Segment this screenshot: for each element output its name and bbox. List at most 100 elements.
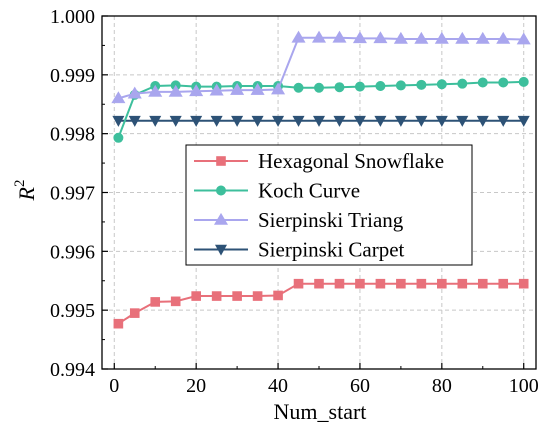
data-point xyxy=(456,115,469,127)
series-hexagonal-snowflake xyxy=(113,278,529,329)
y-tick-label: 1.000 xyxy=(50,6,95,28)
data-point xyxy=(252,291,263,301)
data-point xyxy=(477,77,488,88)
data-point xyxy=(150,297,161,307)
legend: Hexagonal Snowflake Koch Curve Sierpinski … xyxy=(185,144,473,266)
data-point xyxy=(190,115,203,127)
y-axis-title: R2 xyxy=(12,180,39,202)
data-point xyxy=(314,278,324,289)
x-axis-title: Num_start xyxy=(274,399,367,424)
data-point xyxy=(128,115,141,127)
data-point xyxy=(191,291,201,301)
data-point xyxy=(518,278,529,289)
data-point xyxy=(293,278,304,289)
data-point xyxy=(313,82,324,93)
data-point xyxy=(272,115,285,127)
data-point xyxy=(436,79,447,90)
series-sierpinski-triang xyxy=(111,30,531,104)
data-point xyxy=(311,30,327,43)
x-tick-label: 0 xyxy=(109,375,119,397)
data-point xyxy=(434,31,449,44)
legend-label: Hexagonal Snowflake xyxy=(258,149,444,173)
data-point xyxy=(496,31,511,44)
legend-label: Sierpinski Triang xyxy=(258,208,404,232)
x-tick-label: 20 xyxy=(186,375,206,397)
data-point xyxy=(353,115,366,127)
data-point xyxy=(475,31,490,44)
legend-box xyxy=(185,144,473,266)
data-point xyxy=(518,76,529,87)
data-point xyxy=(127,86,142,99)
legend-item: Hexagonal Snowflake xyxy=(194,149,444,173)
data-point xyxy=(355,278,365,289)
data-point xyxy=(189,84,204,97)
data-point xyxy=(232,291,242,301)
data-point xyxy=(210,115,223,127)
data-point xyxy=(477,278,488,289)
x-tick-label: 60 xyxy=(350,375,370,397)
y-axis-label-superscript: 2 xyxy=(12,180,28,188)
data-point xyxy=(393,31,408,44)
data-point xyxy=(396,278,406,289)
data-point xyxy=(168,84,183,97)
data-point xyxy=(291,30,306,43)
legend-label: Sierpinski Carpet xyxy=(258,238,405,262)
data-point xyxy=(516,32,531,45)
data-point xyxy=(373,31,388,44)
data-point xyxy=(416,278,427,289)
x-tick-label: 80 xyxy=(432,375,452,397)
data-point xyxy=(334,278,345,289)
y-axis-label: R2 xyxy=(12,180,39,202)
y-tick-label: 0.999 xyxy=(50,65,95,87)
data-point xyxy=(230,83,245,95)
series-layer xyxy=(111,30,531,329)
data-point xyxy=(169,115,182,127)
legend-item: Sierpinski Carpet xyxy=(194,238,405,262)
data-point xyxy=(455,31,470,44)
data-point xyxy=(332,30,347,43)
data-point xyxy=(476,115,489,127)
data-point xyxy=(395,80,406,91)
y-tick-label: 0.996 xyxy=(50,241,95,263)
data-point xyxy=(112,115,125,127)
data-point xyxy=(498,77,509,88)
data-point xyxy=(333,115,346,127)
legend-marker xyxy=(216,185,227,196)
legend-marker xyxy=(213,212,229,225)
data-point xyxy=(457,278,468,289)
legend-item: Sierpinski Triang xyxy=(194,208,404,232)
data-point xyxy=(437,278,447,289)
data-point xyxy=(292,115,305,127)
data-point xyxy=(414,31,429,44)
x-tick-label: 40 xyxy=(268,375,288,397)
data-point xyxy=(113,132,124,143)
y-tick-label: 0.994 xyxy=(50,359,95,381)
data-point xyxy=(250,83,265,95)
data-point xyxy=(415,115,428,127)
x-tick-label: 100 xyxy=(509,375,539,397)
axis-ticks: 0 20 40 60 80 100 0.994 0.995 0.996 0.997 0.998 0.9… xyxy=(50,6,539,397)
data-point xyxy=(498,278,509,289)
data-point xyxy=(416,79,427,90)
legend-label: Koch Curve xyxy=(258,179,360,203)
data-point xyxy=(394,115,407,127)
data-point xyxy=(375,278,386,289)
data-point xyxy=(293,82,304,93)
data-point xyxy=(149,115,162,127)
data-point xyxy=(517,115,530,127)
data-point xyxy=(209,83,224,96)
data-point xyxy=(231,115,244,127)
data-point xyxy=(497,115,510,127)
data-point xyxy=(251,115,264,127)
y-tick-label: 0.995 xyxy=(50,300,95,322)
data-point xyxy=(375,81,386,92)
data-point xyxy=(435,115,448,127)
data-point xyxy=(113,318,124,329)
y-tick-label: 0.997 xyxy=(50,183,95,205)
y-axis-label-main: R xyxy=(14,186,39,201)
data-point xyxy=(148,84,163,97)
data-point xyxy=(111,91,126,104)
data-point xyxy=(211,291,222,301)
legend-marker xyxy=(214,244,228,256)
